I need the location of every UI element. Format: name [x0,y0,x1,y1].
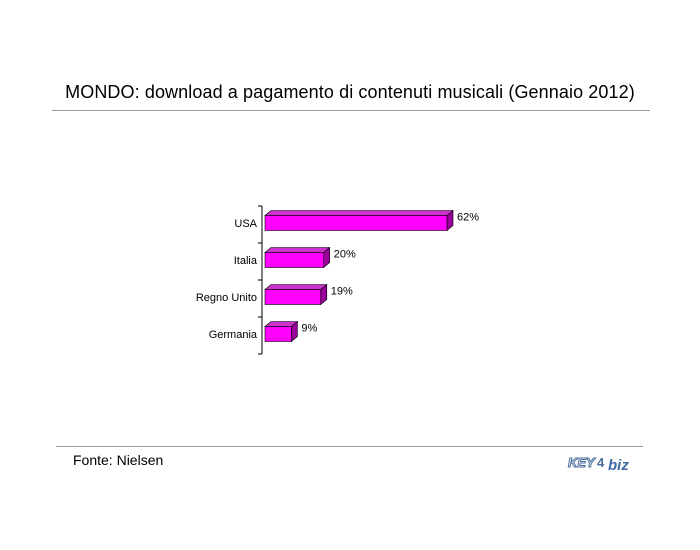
bar-top-face [264,247,331,253]
footer-divider [56,446,643,447]
category-label: USA [234,218,257,230]
bar-top-face [264,284,328,290]
source-note: Fonte: Nielsen [73,452,164,468]
svg-text:KEY: KEY [568,455,596,470]
data-label: 62% [457,212,479,224]
svg-text:4: 4 [597,455,605,470]
data-label: 19% [331,286,353,298]
bar-top-face [264,210,454,216]
category-label: Regno Unito [196,292,257,304]
bar-front-face [264,215,448,231]
bar-germania [264,320,299,343]
bar-front-face [264,326,292,342]
bar-italia [264,246,331,269]
title-divider [52,110,650,111]
key4biz-logo: KEY 4 biz [568,455,630,475]
data-label: 20% [334,249,356,261]
labels-layer: 62% USA 20% Italia 19% Regno Unito 9% Germania [196,205,479,355]
bar-usa [264,209,454,232]
bars-layer [264,209,454,343]
bar-front-face [264,289,322,305]
category-label: Italia [234,255,258,267]
data-label: 9% [301,323,317,335]
chart-title: MONDO: download a pagamento di contenuti… [65,82,635,102]
bar-regno-unito [264,283,328,306]
svg-text:biz: biz [608,457,629,474]
bar-front-face [264,252,325,268]
category-label: Germania [209,329,258,341]
